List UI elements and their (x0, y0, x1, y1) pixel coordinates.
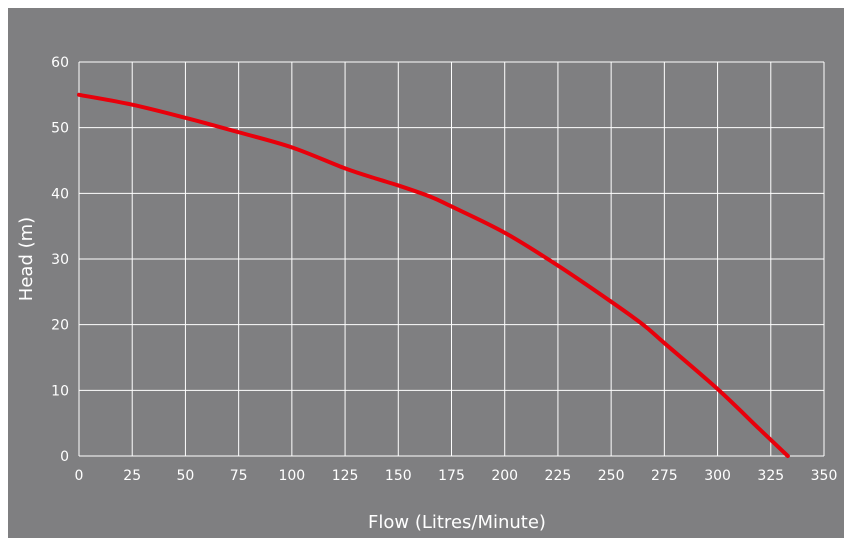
x-tick-label: 75 (230, 468, 248, 484)
x-tick-label: 275 (651, 468, 678, 484)
y-tick-label: 30 (51, 252, 69, 268)
x-tick-label: 0 (75, 468, 84, 484)
x-tick-label: 100 (278, 468, 305, 484)
series-layer (77, 92, 790, 458)
y-tick-label: 20 (51, 318, 69, 334)
x-tick-label: 300 (704, 468, 731, 484)
x-tick-label: 125 (332, 468, 359, 484)
x-tick-label: 225 (545, 468, 572, 484)
pump-curve-chart: 0 25 50 75 100 125 150 175 200 225 250 275 300 325 350… (16, 55, 837, 533)
x-tick-label: 325 (757, 468, 784, 484)
y-tick-label: 50 (51, 121, 69, 137)
x-tick-label: 200 (491, 468, 518, 484)
y-tick-label: 60 (51, 55, 69, 71)
chart-panel: 0 25 50 75 100 125 150 175 200 225 250 275 300 325 350… (8, 8, 844, 538)
y-tick-label: 40 (51, 186, 69, 202)
x-tick-label: 50 (177, 468, 195, 484)
y-tick-label: 0 (60, 449, 69, 465)
x-tick-label: 25 (123, 468, 141, 484)
x-tick-label: 175 (438, 468, 465, 484)
grid-layer (78, 61, 825, 457)
pump-curve-line (77, 92, 790, 458)
x-tick-label: 150 (385, 468, 412, 484)
x-tick-label: 350 (811, 468, 838, 484)
y-axis-title: Head (m) (16, 217, 37, 301)
x-tick-label: 250 (598, 468, 625, 484)
tick-labels: 0 25 50 75 100 125 150 175 200 225 250 275 300 325 350… (51, 55, 837, 484)
x-axis-title: Flow (Litres/Minute) (368, 512, 546, 533)
y-tick-label: 10 (51, 383, 69, 399)
